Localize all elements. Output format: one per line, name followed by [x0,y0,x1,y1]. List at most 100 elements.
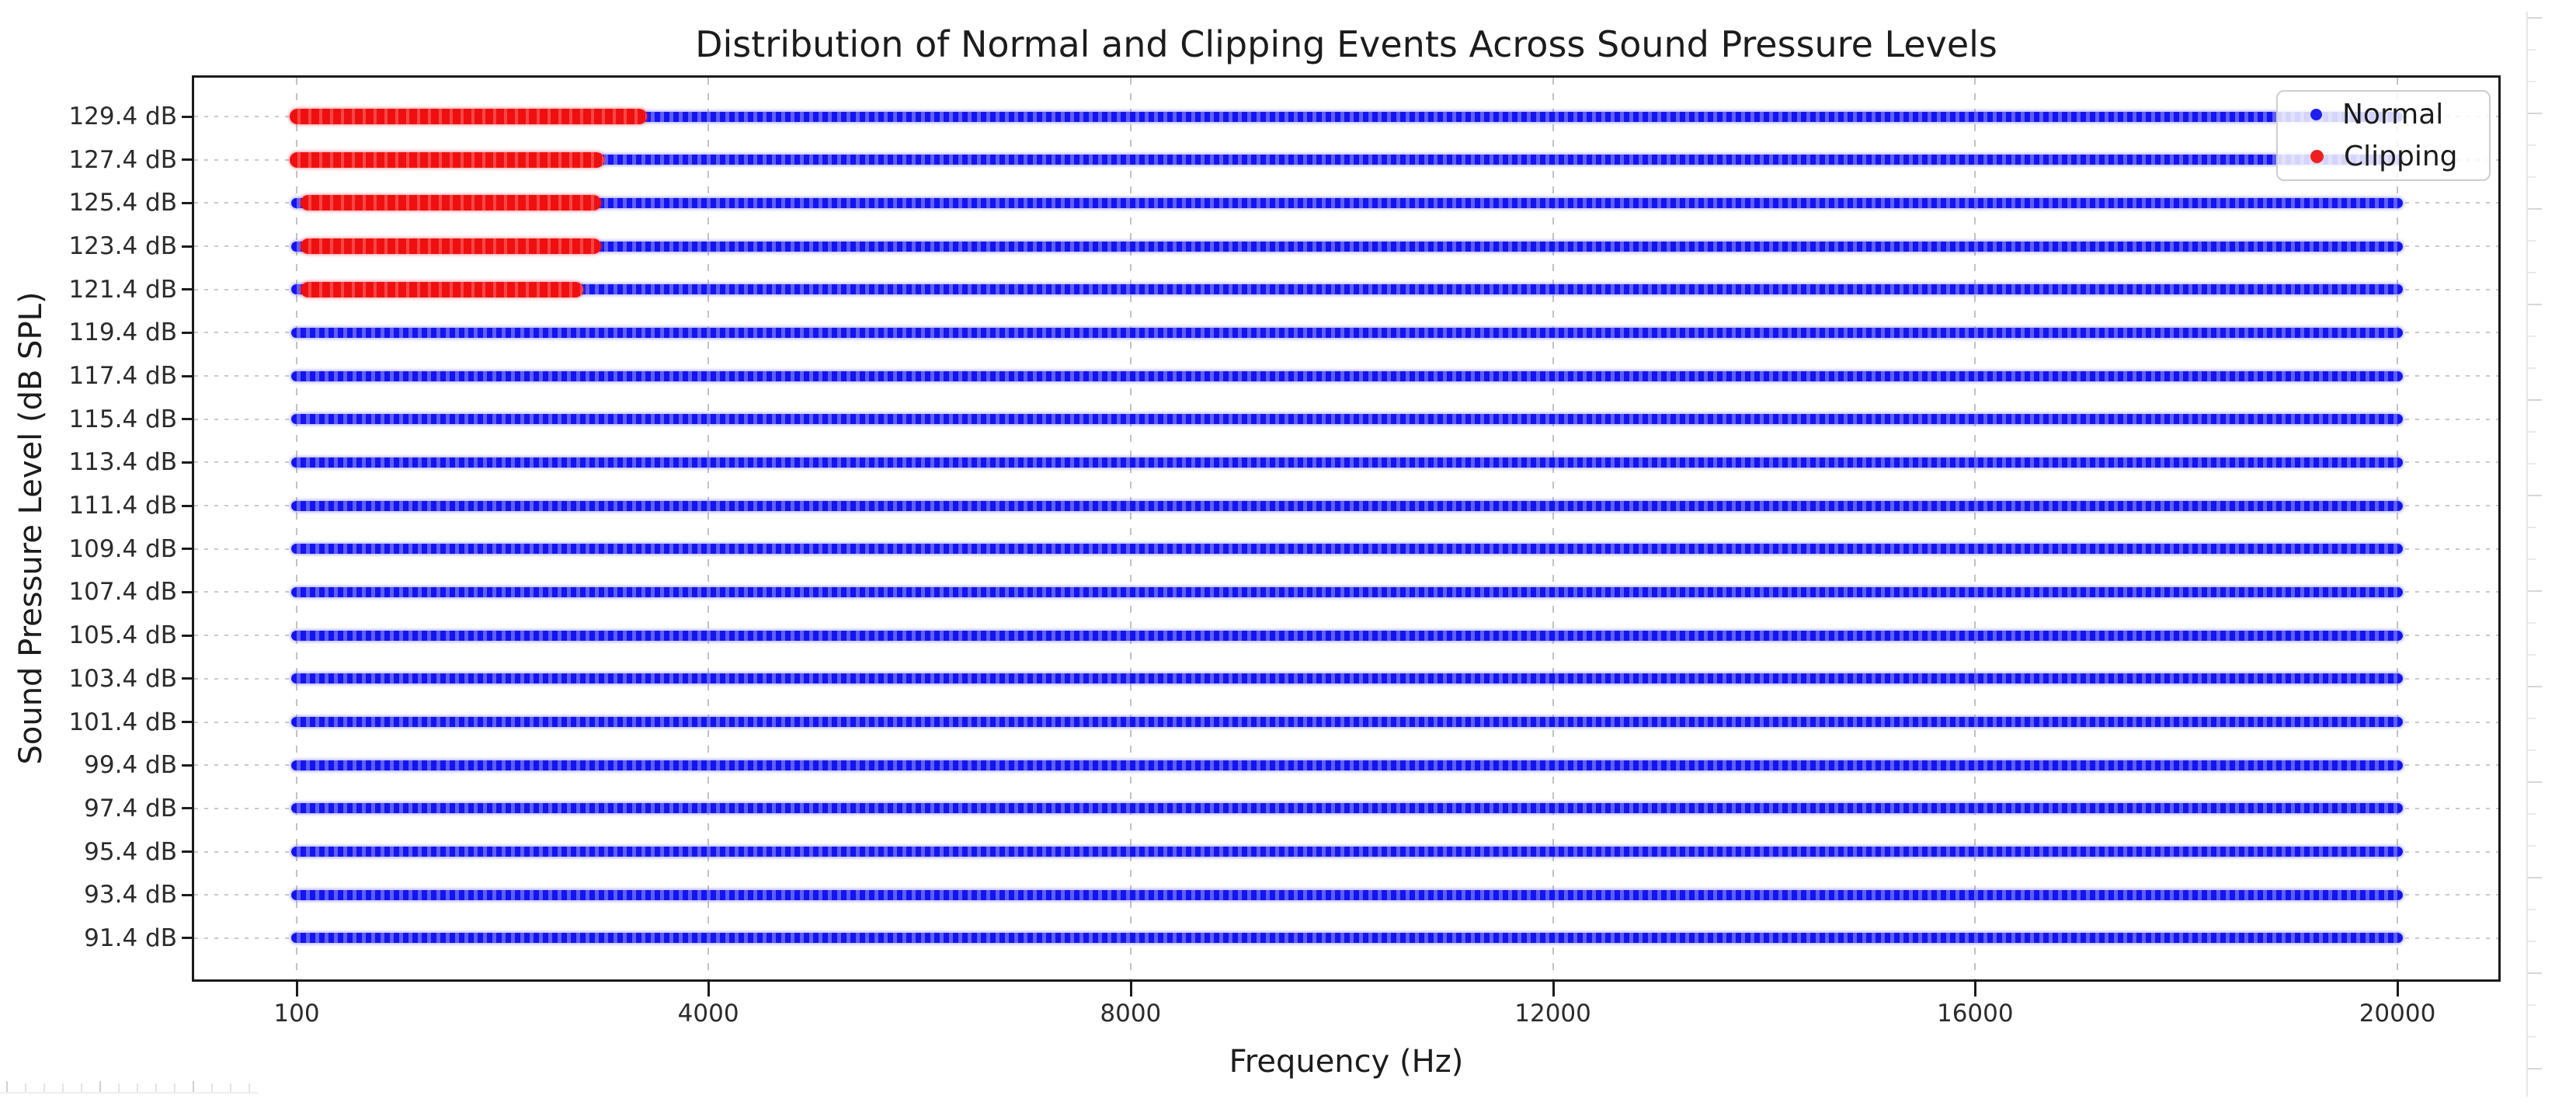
normal-series-band [291,155,2403,165]
right-ruler-tick [2526,558,2536,560]
y-tick-mark-121.4 [182,288,192,291]
y-tick-label-107.4: 107.4 dB [68,578,177,607]
right-ruler-tick [2526,622,2536,624]
bottom-ruler-tick [137,1083,138,1092]
normal-series-band [291,847,2403,857]
bottom-ruler-tick [230,1083,231,1092]
y-tick-mark-95.4 [182,850,192,854]
normal-series-band [291,586,2403,597]
y-tick-label-103.4: 103.4 dB [68,664,177,693]
y-tick-mark-107.4 [182,590,192,593]
normal-series-band [291,760,2403,770]
bottom-ruler-tick [25,1083,26,1092]
y-tick-label-119.4: 119.4 dB [68,318,177,347]
x-axis-label: Frequency (Hz) [1229,1044,1464,1080]
y-tick-label-111.4: 111.4 dB [68,492,177,520]
y-tick-label-97.4: 97.4 dB [84,794,177,823]
right-ruler-tick [2526,654,2536,656]
normal-series-band [291,327,2403,338]
y-tick-label-99.4: 99.4 dB [84,751,177,780]
right-ruler-tick [2526,399,2542,401]
y-tick-mark-125.4 [182,201,192,204]
normal-marker-dot-icon [2310,109,2322,120]
clipping-series-band [300,195,602,211]
x-tick-label-100: 100 [273,1000,320,1028]
legend-row-clipping: Clipping [2278,138,2489,176]
right-ruler-tick [2526,113,2542,114]
y-tick-mark-117.4 [182,374,192,377]
y-tick-mark-93.4 [182,893,192,896]
right-ruler-tick [2526,304,2542,305]
plot-area [192,75,2501,982]
normal-series-band [291,414,2403,425]
y-tick-mark-103.4 [182,677,192,680]
y-tick-label-115.4: 115.4 dB [68,405,177,433]
y-tick-mark-119.4 [182,331,192,334]
y-tick-label-93.4: 93.4 dB [84,881,177,910]
normal-series-band [291,457,2403,468]
right-ruler-tick [2526,495,2542,496]
y-tick-label-127.4: 127.4 dB [68,145,177,174]
y-tick-mark-99.4 [182,763,192,767]
clipping-series-band [300,281,584,297]
normal-series-band [291,111,2403,122]
right-ruler-tick [2526,367,2536,369]
right-ruler-tick [2526,909,2536,910]
normal-series-band [291,933,2403,944]
x-tick-label-20000: 20000 [2359,1000,2436,1028]
right-ruler-tick [2526,590,2542,592]
normal-series-band [291,717,2403,728]
bottom-ruler-tick [62,1083,64,1092]
right-ruler-tick [2526,1036,2536,1038]
x-tick-mark-12000 [1552,982,1555,996]
legend-label-clipping: Clipping [2344,141,2458,172]
bottom-ruler-tick [43,1083,45,1092]
normal-series-band [291,370,2403,381]
right-ruler-tick [2526,49,2536,50]
bottom-ruler-tick [6,1081,8,1092]
x-tick-mark-4000 [707,982,711,996]
x-tick-label-12000: 12000 [1514,1000,1591,1028]
x-gridline-20000 [2397,78,2398,979]
y-tick-mark-113.4 [182,461,192,464]
bottom-ruler-tick [118,1083,120,1092]
x-tick-mark-16000 [1974,982,1977,996]
y-tick-mark-129.4 [182,115,192,118]
right-ruler-tick [2526,781,2542,783]
x-tick-mark-8000 [1129,982,1132,996]
y-tick-label-105.4: 105.4 dB [68,621,177,650]
bottom-ruler-tick [249,1083,250,1092]
x-tick-label-8000: 8000 [1100,1000,1162,1028]
right-ruler-tick [2526,941,2536,942]
x-gridline-16000 [1974,78,1976,979]
normal-series-band [291,284,2403,295]
right-ruler-tick [2526,176,2536,178]
right-ruler-tick [2526,272,2536,273]
y-tick-mark-111.4 [182,504,192,507]
y-tick-mark-97.4 [182,807,192,810]
y-axis-label: Sound Pressure Level (dB SPL) [13,291,49,765]
right-ruler-tick [2526,813,2536,815]
y-tick-mark-91.4 [182,937,192,940]
right-ruler-tick [2526,527,2536,528]
right-ruler-tick [2526,877,2542,878]
right-ruler-tick [2526,1004,2536,1006]
bottom-ruler-tick [211,1083,213,1092]
x-gridline-12000 [1552,78,1554,979]
x-tick-mark-100 [296,982,298,996]
y-tick-label-117.4: 117.4 dB [68,362,177,391]
right-ruler-tick [2526,972,2542,974]
bottom-ruler-tick [155,1083,157,1092]
right-ruler-tick [2526,845,2536,847]
right-ruler-tick [2526,431,2536,433]
y-tick-label-121.4: 121.4 dB [68,275,177,304]
right-ruler-tick [2526,17,2542,19]
y-tick-label-125.4: 125.4 dB [68,189,177,217]
right-ruler-tick [2526,336,2536,337]
legend-box: Normal Clipping [2276,90,2491,181]
right-ruler-tick [2526,81,2536,82]
bottom-ruler-tick [174,1083,176,1092]
normal-series-band [291,500,2403,511]
y-tick-label-123.4: 123.4 dB [68,232,177,261]
normal-series-band [291,241,2403,252]
